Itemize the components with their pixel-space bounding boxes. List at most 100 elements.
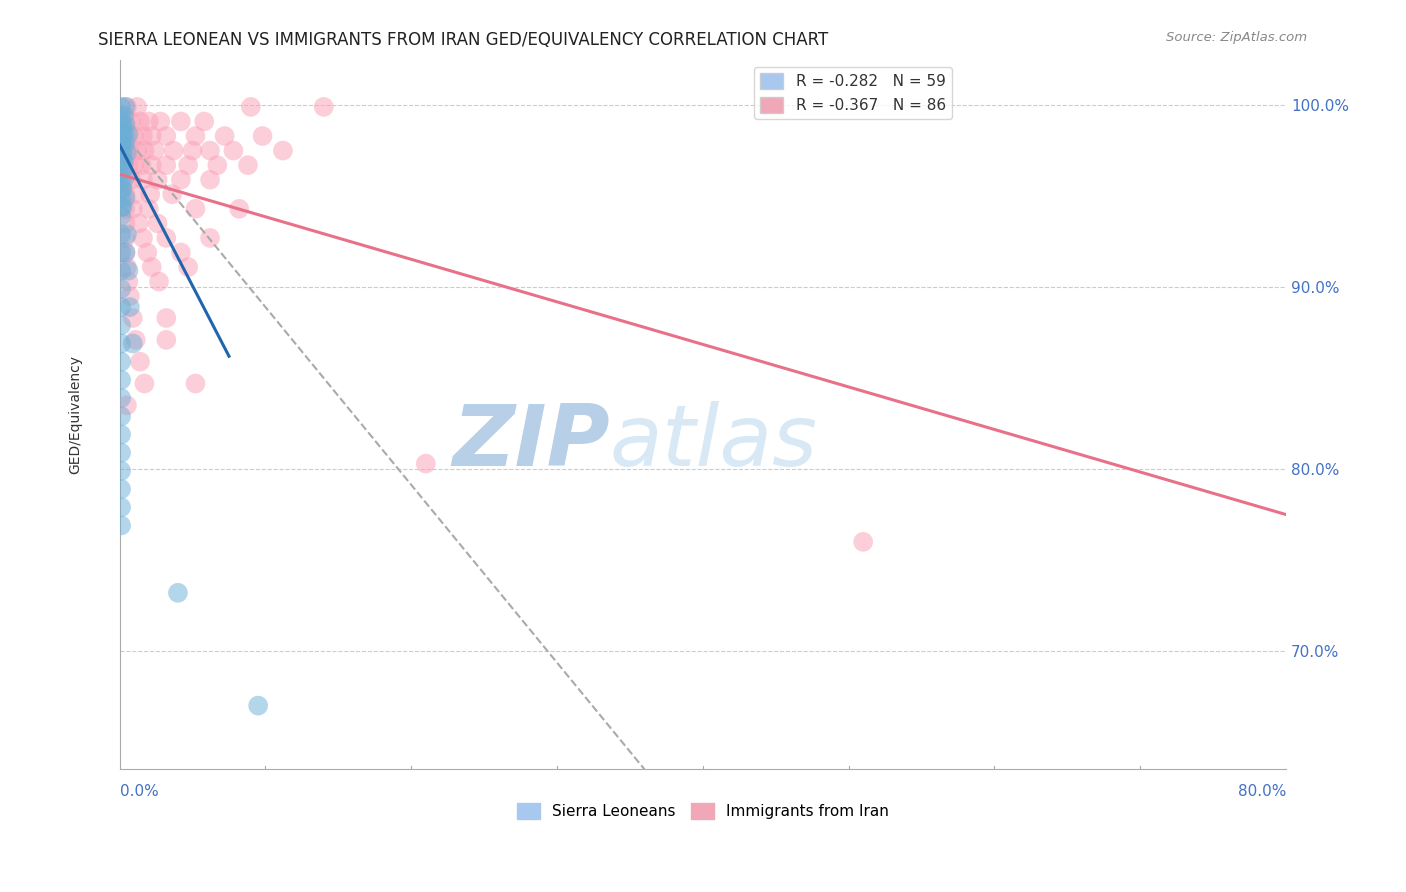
Point bbox=[136, 245, 159, 260]
Point bbox=[110, 109, 132, 123]
Point bbox=[114, 191, 136, 205]
Point bbox=[117, 127, 139, 141]
Text: 80.0%: 80.0% bbox=[1237, 784, 1286, 799]
Point bbox=[852, 534, 875, 549]
Point bbox=[110, 464, 132, 478]
Point bbox=[111, 163, 134, 178]
Point bbox=[111, 127, 134, 141]
Point bbox=[120, 172, 142, 186]
Point bbox=[114, 144, 136, 158]
Point bbox=[110, 136, 132, 151]
Point bbox=[110, 118, 132, 132]
Point bbox=[115, 398, 138, 412]
Point bbox=[177, 158, 200, 172]
Point bbox=[122, 128, 145, 143]
Point bbox=[247, 698, 270, 713]
Point bbox=[141, 260, 163, 274]
Point bbox=[110, 127, 132, 141]
Point bbox=[132, 172, 155, 186]
Point bbox=[114, 100, 136, 114]
Point bbox=[112, 109, 135, 123]
Point bbox=[110, 209, 132, 223]
Point bbox=[184, 202, 207, 216]
Point bbox=[112, 158, 135, 172]
Point bbox=[118, 300, 141, 314]
Point bbox=[134, 144, 156, 158]
Point bbox=[115, 260, 138, 274]
Point bbox=[170, 114, 193, 128]
Point bbox=[111, 145, 134, 160]
Point bbox=[155, 311, 177, 326]
Point bbox=[118, 144, 141, 158]
Point bbox=[222, 144, 245, 158]
Point bbox=[112, 172, 135, 186]
Point bbox=[112, 127, 135, 141]
Point bbox=[110, 354, 132, 368]
Point bbox=[155, 333, 177, 347]
Point bbox=[115, 100, 138, 114]
Point bbox=[114, 216, 136, 230]
Point bbox=[160, 187, 183, 202]
Point bbox=[111, 118, 134, 132]
Point bbox=[155, 128, 177, 143]
Point bbox=[121, 202, 143, 216]
Point bbox=[117, 263, 139, 277]
Point bbox=[110, 500, 132, 515]
Point bbox=[114, 187, 136, 202]
Point bbox=[138, 114, 160, 128]
Point bbox=[114, 136, 136, 151]
Point bbox=[125, 187, 148, 202]
Point bbox=[207, 158, 229, 172]
Point bbox=[110, 482, 132, 496]
Point bbox=[141, 158, 163, 172]
Point bbox=[110, 172, 132, 186]
Point bbox=[110, 518, 132, 533]
Point bbox=[271, 144, 294, 158]
Point bbox=[114, 245, 136, 260]
Point bbox=[114, 231, 136, 245]
Point bbox=[132, 128, 155, 143]
Point bbox=[115, 227, 138, 242]
Point bbox=[146, 172, 169, 186]
Point bbox=[228, 202, 250, 216]
Point bbox=[114, 114, 136, 128]
Point bbox=[239, 100, 262, 114]
Point bbox=[127, 144, 149, 158]
Point bbox=[128, 216, 150, 230]
Point bbox=[181, 144, 204, 158]
Point bbox=[143, 144, 166, 158]
Point bbox=[139, 187, 162, 202]
Text: atlas: atlas bbox=[609, 401, 817, 484]
Point bbox=[110, 145, 132, 160]
Point bbox=[127, 100, 149, 114]
Point bbox=[111, 200, 134, 214]
Point bbox=[214, 128, 236, 143]
Point bbox=[110, 300, 132, 314]
Point bbox=[170, 172, 193, 186]
Point bbox=[110, 427, 132, 442]
Point bbox=[146, 216, 169, 230]
Point bbox=[110, 191, 132, 205]
Point bbox=[110, 445, 132, 459]
Point bbox=[155, 158, 177, 172]
Point bbox=[112, 172, 135, 186]
Point bbox=[110, 163, 132, 178]
Text: Source: ZipAtlas.com: Source: ZipAtlas.com bbox=[1167, 31, 1308, 45]
Point bbox=[110, 391, 132, 405]
Point bbox=[114, 245, 136, 260]
Point bbox=[110, 373, 132, 387]
Point bbox=[115, 145, 138, 160]
Point bbox=[121, 336, 143, 351]
Point bbox=[141, 128, 163, 143]
Point bbox=[110, 245, 132, 260]
Point bbox=[148, 275, 170, 289]
Point bbox=[184, 128, 207, 143]
Text: 0.0%: 0.0% bbox=[120, 784, 159, 799]
Point bbox=[134, 376, 156, 391]
Point bbox=[177, 260, 200, 274]
Text: GED/Equivalency: GED/Equivalency bbox=[69, 355, 83, 474]
Point bbox=[155, 231, 177, 245]
Point bbox=[111, 154, 134, 169]
Point bbox=[193, 114, 215, 128]
Point bbox=[110, 263, 132, 277]
